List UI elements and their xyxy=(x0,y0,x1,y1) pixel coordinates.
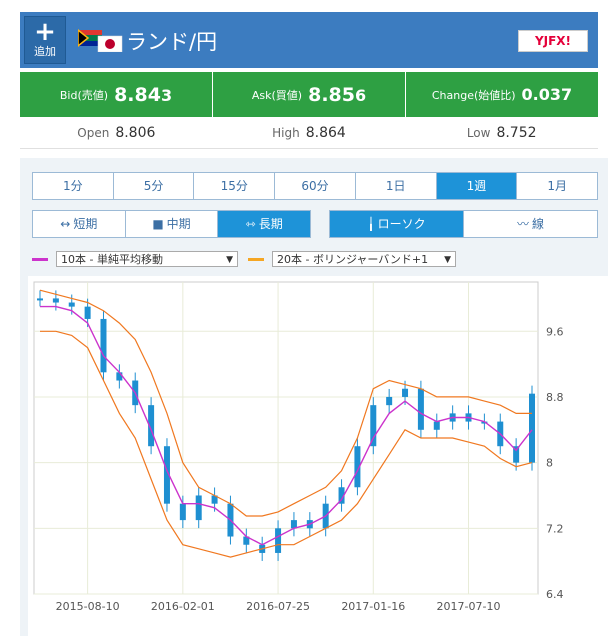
y-tick-label: 6.4 xyxy=(546,588,564,601)
mid-range-icon: ■ xyxy=(152,217,164,231)
x-tick-label: 2015-08-10 xyxy=(56,600,120,613)
add-button-label: 追加 xyxy=(34,45,56,58)
open-label: Open xyxy=(77,126,110,140)
candle-body xyxy=(290,520,297,529)
bb-swatch xyxy=(248,257,264,261)
yjfx-logo: YJFX! xyxy=(518,30,588,52)
candlestick-icon: ╽ xyxy=(367,217,375,231)
chart-type-buttons: ╽ ローソク 〰線 xyxy=(329,210,598,238)
short-range-button[interactable]: ↔ 短期 xyxy=(33,211,126,237)
long-range-button[interactable]: ⇿ 長期 xyxy=(218,211,311,237)
ask-value: 8.856 xyxy=(308,83,367,106)
bb-lower-line xyxy=(40,330,533,558)
stats-bar: Open 8.806 High 8.864 Low 8.752 xyxy=(20,118,598,149)
high-stat: High 8.864 xyxy=(213,118,406,148)
y-tick-label: 8 xyxy=(546,457,553,470)
y-tick-label: 9.6 xyxy=(546,325,564,338)
candle-body xyxy=(402,388,409,397)
tab-5min[interactable]: 5分 xyxy=(114,173,195,199)
candle-body xyxy=(163,446,170,504)
plot-area xyxy=(33,281,539,595)
low-stat: Low 8.752 xyxy=(405,118,598,148)
ask-cell: Ask(買値) 8.856 xyxy=(213,72,406,117)
currency-flags xyxy=(78,29,123,52)
line-chart-button[interactable]: 〰線 xyxy=(464,211,597,237)
change-value: 0.037 xyxy=(521,85,573,104)
quote-bar: Bid(売値) 8.843 Ask(買値) 8.856 Change(始値比) … xyxy=(20,72,598,117)
candle-body xyxy=(354,446,361,488)
ma-swatch xyxy=(32,257,48,261)
chevron-down-icon: ▼ xyxy=(226,255,233,265)
chart-panel: 1分 5分 15分 60分 1日 1週 1月 ↔ 短期 ■ 中期 ⇿ 長期 ╽ ローソク… xyxy=(20,158,608,636)
candle-body xyxy=(370,405,377,447)
candle-body xyxy=(100,318,107,373)
open-stat: Open 8.806 xyxy=(20,118,213,148)
mid-range-button[interactable]: ■ 中期 xyxy=(126,211,219,237)
candle-body xyxy=(68,302,75,307)
ma-series-line xyxy=(40,305,533,546)
bb-select[interactable]: 20本 - ボリンジャーバンド+1 ▼ xyxy=(272,251,456,267)
timeframe-tabs: 1分 5分 15分 60分 1日 1週 1月 xyxy=(32,172,598,200)
tab-1week[interactable]: 1週 xyxy=(436,173,518,199)
bb-indicator: 20本 - ボリンジャーバンド+1 ▼ xyxy=(248,250,456,268)
candle-body xyxy=(433,421,440,430)
candle-body xyxy=(179,503,186,521)
chevron-down-icon: ▼ xyxy=(444,255,451,265)
change-cell: Change(始値比) 0.037 xyxy=(406,72,598,117)
bid-cell: Bid(売値) 8.843 xyxy=(20,72,213,117)
tab-1month[interactable]: 1月 xyxy=(547,179,567,193)
open-value: 8.806 xyxy=(115,125,156,141)
tab-1min[interactable]: 1分 xyxy=(33,173,114,199)
x-tick-label: 2016-07-25 xyxy=(246,600,310,613)
candle-body xyxy=(275,528,282,553)
candle-body xyxy=(481,421,488,424)
candle-body xyxy=(37,298,43,301)
ma-select[interactable]: 10本 - 単純平均移動 ▼ xyxy=(56,251,238,267)
tab-1day[interactable]: 1日 xyxy=(356,173,437,199)
bid-value: 8.843 xyxy=(114,83,173,106)
candle-body xyxy=(84,306,91,319)
price-chart[interactable]: 9.6 8.8 8 7.2 6.4 2015-08-10 2016-02-01 2016-07… xyxy=(28,276,608,636)
candle-body xyxy=(417,388,424,430)
candle-body xyxy=(52,298,59,303)
japan-flag-icon xyxy=(97,35,123,52)
south-africa-flag-icon xyxy=(78,29,102,47)
ask-label: Ask(買値) xyxy=(251,88,303,102)
bb-upper-line xyxy=(39,289,532,517)
candle-body xyxy=(338,487,345,504)
candle-body xyxy=(243,536,250,545)
candle-body xyxy=(529,393,535,463)
candlestick-button[interactable]: ╽ ローソク xyxy=(330,211,464,237)
pair-title: ランド/円 xyxy=(126,30,218,54)
y-tick-label: 8.8 xyxy=(546,391,564,404)
candle-body xyxy=(195,495,202,521)
tab-15min[interactable]: 15分 xyxy=(194,173,276,199)
change-label: Change(始値比) xyxy=(431,88,516,102)
pair-header: + 追加 ランド/円 YJFX! xyxy=(20,12,598,68)
candle-body xyxy=(513,446,520,463)
ma-indicator: 10本 - 単純平均移動 ▼ xyxy=(32,250,238,268)
plus-icon: + xyxy=(34,17,56,47)
candle-body xyxy=(386,396,393,406)
low-value: 8.752 xyxy=(496,125,537,141)
candle-body xyxy=(116,372,123,381)
high-label: High xyxy=(272,126,300,140)
x-tick-label: 2017-01-16 xyxy=(341,600,405,613)
low-label: Low xyxy=(466,126,491,140)
short-range-icon: ↔ xyxy=(60,217,71,231)
bid-label: Bid(売値) xyxy=(59,88,109,102)
add-button[interactable]: + 追加 xyxy=(24,16,66,64)
x-tick-label: 2016-02-01 xyxy=(151,600,215,613)
line-chart-icon: 〰 xyxy=(516,217,529,231)
range-buttons: ↔ 短期 ■ 中期 ⇿ 長期 xyxy=(32,210,311,238)
high-value: 8.864 xyxy=(305,125,346,141)
candle-body xyxy=(211,495,218,504)
y-tick-label: 7.2 xyxy=(546,522,564,535)
long-range-icon: ⇿ xyxy=(245,217,256,231)
candle-body xyxy=(148,405,155,447)
tab-60min[interactable]: 60分 xyxy=(275,173,356,199)
x-tick-label: 2017-07-10 xyxy=(437,600,501,613)
